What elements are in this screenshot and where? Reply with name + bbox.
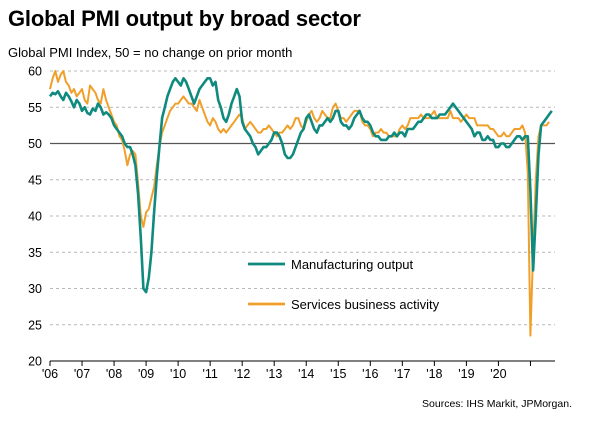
x-tick-label: '10	[170, 367, 186, 381]
y-tick-label: 50	[28, 137, 42, 151]
chart-title: Global PMI output by broad sector	[8, 6, 361, 31]
x-tick-label: '07	[74, 367, 90, 381]
y-tick-label: 45	[28, 173, 42, 187]
x-tick-label: '14	[298, 367, 314, 381]
x-tick-label: '08	[106, 367, 122, 381]
x-tick-label: '20	[490, 367, 506, 381]
legend-label-manufacturing-output: Manufacturing output	[291, 257, 414, 272]
x-tick-label: '06	[42, 367, 58, 381]
services-business-activity-line	[49, 70, 550, 337]
x-tick-label: '13	[266, 367, 282, 381]
x-tick-label: '09	[138, 367, 154, 381]
x-tick-label: '16	[362, 367, 378, 381]
y-tick-label: 25	[28, 318, 42, 332]
x-tick-label: '11	[202, 367, 217, 381]
x-tick-label: '15	[330, 367, 346, 381]
manufacturing-output-line	[48, 77, 553, 294]
y-tick-label: 35	[28, 246, 42, 260]
x-tick-label: '19	[458, 367, 474, 381]
x-tick-label: '18	[426, 367, 442, 381]
y-tick-label: 40	[28, 210, 42, 224]
y-tick-label: 30	[28, 282, 42, 296]
source-note: Sources: IHS Markit, JPMorgan.	[422, 398, 572, 410]
legend-label-services-business-activity: Services business activity	[291, 297, 440, 312]
x-tick-label: '12	[234, 367, 250, 381]
y-tick-label: 60	[28, 65, 42, 79]
y-tick-label: 20	[28, 355, 42, 369]
chart-subtitle: Global PMI Index, 50 = no change on prio…	[8, 45, 293, 60]
y-tick-label: 55	[28, 101, 42, 115]
x-tick-label: '17	[394, 367, 410, 381]
